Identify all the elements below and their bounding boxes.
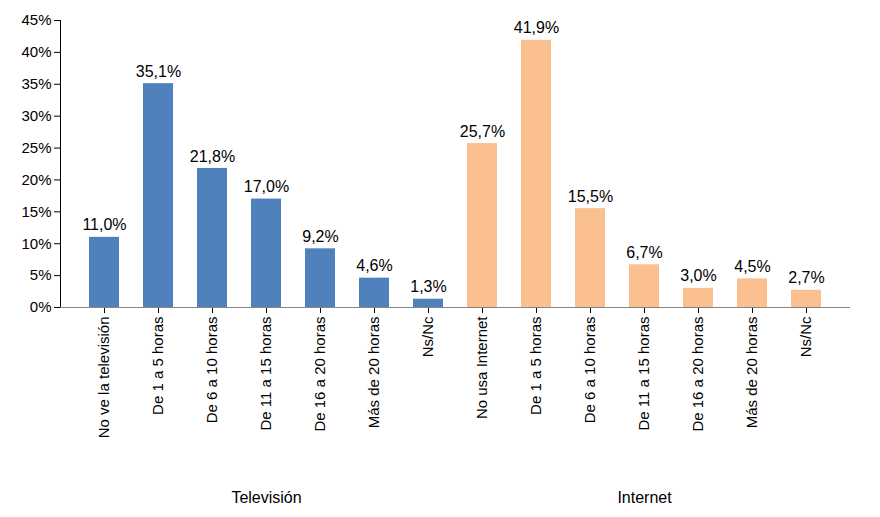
- svg-text:9,2%: 9,2%: [302, 228, 338, 245]
- svg-text:5%: 5%: [30, 266, 52, 283]
- svg-text:De 1 a 5 horas: De 1 a 5 horas: [149, 317, 166, 415]
- svg-text:1,3%: 1,3%: [410, 278, 446, 295]
- svg-text:No usa Internet: No usa Internet: [473, 316, 490, 419]
- svg-text:De 16 a 20 horas: De 16 a 20 horas: [311, 317, 328, 432]
- svg-text:4,6%: 4,6%: [356, 257, 392, 274]
- svg-text:De 11 a 15 horas: De 11 a 15 horas: [257, 317, 274, 431]
- svg-text:40%: 40%: [21, 43, 51, 60]
- svg-text:4,5%: 4,5%: [734, 258, 770, 275]
- svg-text:15,5%: 15,5%: [568, 188, 613, 205]
- svg-text:Televisión: Televisión: [231, 489, 301, 506]
- svg-text:De 16 a 20 horas: De 16 a 20 horas: [689, 317, 706, 432]
- svg-text:Más de 20 horas: Más de 20 horas: [365, 317, 382, 429]
- svg-text:De 11 a 15 horas: De 11 a 15 horas: [635, 317, 652, 431]
- svg-text:25,7%: 25,7%: [460, 123, 505, 140]
- svg-text:35%: 35%: [21, 75, 51, 92]
- svg-text:11,0%: 11,0%: [82, 216, 126, 233]
- svg-text:35,1%: 35,1%: [136, 63, 181, 80]
- svg-text:10%: 10%: [21, 235, 51, 252]
- svg-text:30%: 30%: [21, 107, 51, 124]
- svg-text:0%: 0%: [30, 298, 52, 315]
- svg-text:Ns/Nc: Ns/Nc: [797, 316, 814, 357]
- svg-text:Internet: Internet: [617, 489, 672, 506]
- svg-text:De 1 a 5 horas: De 1 a 5 horas: [527, 317, 544, 415]
- svg-text:21,8%: 21,8%: [190, 148, 235, 165]
- svg-text:No ve la televisión: No ve la televisión: [95, 317, 112, 439]
- svg-text:17,0%: 17,0%: [244, 178, 289, 195]
- svg-text:25%: 25%: [21, 139, 51, 156]
- svg-text:De 6 a 10 horas: De 6 a 10 horas: [203, 317, 220, 424]
- svg-text:45%: 45%: [21, 11, 51, 28]
- svg-text:41,9%: 41,9%: [514, 19, 559, 36]
- svg-text:2,7%: 2,7%: [788, 269, 824, 286]
- svg-text:3,0%: 3,0%: [680, 267, 716, 284]
- svg-text:6,7%: 6,7%: [626, 244, 662, 261]
- svg-text:De 6 a 10 horas: De 6 a 10 horas: [581, 317, 598, 424]
- svg-text:Ns/Nc: Ns/Nc: [419, 316, 436, 357]
- svg-text:Más de 20 horas: Más de 20 horas: [743, 317, 760, 429]
- svg-text:20%: 20%: [21, 171, 51, 188]
- svg-text:15%: 15%: [21, 203, 51, 220]
